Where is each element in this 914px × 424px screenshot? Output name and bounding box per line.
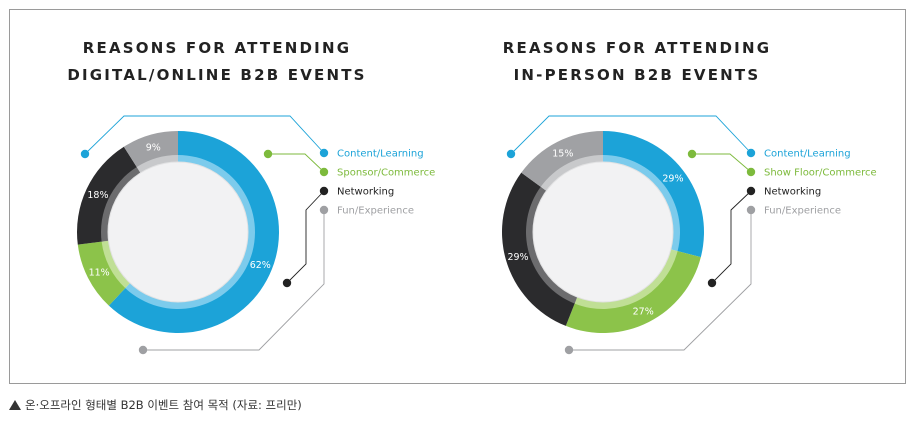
connector-line-networking [711,190,752,284]
legend-dot-networking [319,186,329,196]
chart-title-line-1: REASONS FOR ATTENDING [503,39,771,57]
legend-label-content: Content/Learning [337,149,424,160]
slice-label-content: 29% [662,173,683,184]
connector-dot-networking [282,278,292,288]
slice-label-networking: 18% [87,190,108,201]
connector-line-fun [143,210,325,351]
legend-label-content: Content/Learning [764,149,851,160]
legend-dot-commerce [319,167,329,177]
caption-text: 온·오프라인 형태별 B2B 이벤트 참여 목적 (자료: 프리만) [25,398,302,412]
slice-label-fun: 9% [146,143,161,154]
donut-inner-ring-commerce [574,249,678,309]
donut-slice-networking [501,172,576,326]
connector-line-fun [569,210,752,351]
connector-line-networking [286,190,325,284]
connector-dot-fun [138,345,148,355]
connector-dot-content [80,149,90,159]
donut-slice-commerce [77,241,126,306]
donut-slice-fun [123,131,178,168]
chart-frame [9,9,906,384]
donut-inner-ring-fun [540,155,603,191]
donut-center [532,161,674,303]
donut-center [107,161,249,303]
donut-chart-2: REASONS FOR ATTENDING IN-PERSON B2B EVENT… [501,39,877,355]
charts-canvas: REASONS FOR ATTENDING DIGITAL/ONLINE B2B … [67,39,877,355]
donut-inner-ring-fun [136,155,178,173]
connector-dot-networking [707,278,717,288]
chart-title-line-2: IN-PERSON B2B EVENTS [514,66,761,84]
connector-line-content [84,115,325,155]
legend-dot-commerce [746,167,756,177]
chart-title-line-1: REASONS FOR ATTENDING [83,39,351,57]
donut-slice-content [108,131,279,333]
legend-label-networking: Networking [337,187,394,198]
connector-line-content [510,115,752,155]
slice-label-commerce: 11% [89,268,110,279]
donut-chart-1: REASONS FOR ATTENDING DIGITAL/ONLINE B2B … [67,39,435,355]
donut-inner-ring-networking [101,166,141,242]
donut-slice-networking [77,146,138,245]
legend-label-fun: Fun/Experience [337,206,414,217]
legend-dot-fun [319,205,329,215]
donut-inner-ring-content [125,155,255,309]
legend-label-networking: Networking [764,187,821,198]
slice-label-commerce: 27% [633,306,654,317]
connector-dot-fun [564,345,574,355]
legend-label-fun: Fun/Experience [764,206,841,217]
triangle-icon [9,400,21,410]
legend-dot-fun [746,205,756,215]
legend-dot-content [746,148,756,158]
donut-slice-fun [521,131,603,188]
legend-dot-content [319,148,329,158]
connector-dot-commerce [687,149,697,159]
chart-title-line-2: DIGITAL/ONLINE B2B EVENTS [67,66,366,84]
connector-line-commerce [268,153,325,173]
connector-line-commerce [692,153,752,173]
slice-label-content: 62% [250,260,271,271]
connector-dot-commerce [263,149,273,159]
slice-label-networking: 29% [507,252,528,263]
slice-label-fun: 15% [552,149,573,160]
legend-dot-networking [746,186,756,196]
legend-label-commerce: Show Floor/Commerce [764,168,877,179]
connector-dot-content [506,149,516,159]
legend-label-commerce: Sponsor/Commerce [337,168,435,179]
donut-slice-commerce [565,250,701,333]
donut-inner-ring-networking [526,186,578,304]
figure-caption: 온·오프라인 형태별 B2B 이벤트 참여 목적 (자료: 프리만) [9,397,302,413]
